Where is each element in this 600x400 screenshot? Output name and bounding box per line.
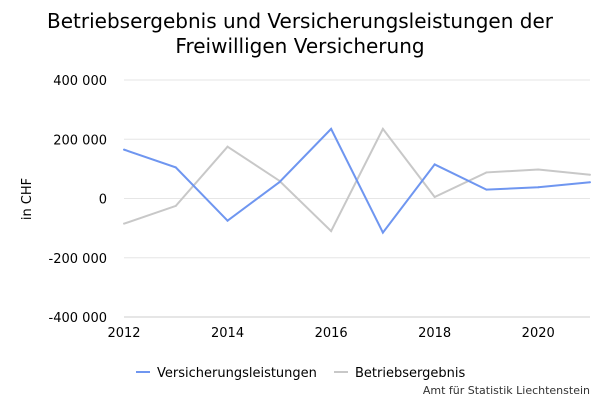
source-note: Amt für Statistik Liechtenstein (423, 384, 590, 397)
x-tick-label: 2014 (211, 326, 244, 341)
x-tick-labels: 2012 2014 2016 2018 2020 (107, 326, 554, 341)
data-point (330, 230, 333, 233)
data-point (174, 204, 177, 207)
data-point (537, 168, 540, 171)
legend: Versicherungsleistungen Betriebsergebnis (136, 366, 465, 381)
data-point (433, 196, 436, 199)
data-point (174, 166, 177, 169)
data-point (278, 181, 281, 184)
x-tick-label: 2020 (522, 326, 555, 341)
x-tick-label: 2016 (315, 326, 348, 341)
legend-label-1: Betriebsergebnis (355, 366, 465, 381)
data-point (330, 127, 333, 130)
data-point (381, 127, 384, 130)
chart-title-line-2: Freiwilligen Versicherung (175, 34, 424, 58)
data-point (589, 173, 591, 176)
y-tick-label: -200 000 (49, 252, 107, 267)
gridlines (124, 79, 590, 318)
y-tick-label: 0 (99, 193, 107, 208)
data-point (537, 186, 540, 189)
data-point (123, 148, 125, 151)
x-tick-label: 2018 (418, 326, 451, 341)
data-point (226, 145, 229, 148)
y-tick-label: 400 000 (53, 74, 107, 89)
data-point (226, 219, 229, 222)
y-tick-label: 200 000 (53, 133, 107, 148)
data-point (123, 222, 125, 225)
data-point (433, 163, 436, 166)
data-point (485, 188, 488, 191)
y-tick-label: -400 000 (49, 311, 107, 326)
x-tick-label: 2012 (107, 326, 140, 341)
y-axis-label: in CHF (20, 178, 35, 220)
data-point (485, 171, 488, 174)
data-point (381, 231, 384, 234)
y-tick-labels: 400 000 200 000 0 -200 000 -400 000 (49, 74, 107, 326)
series-line-0 (123, 127, 591, 235)
series-lines (123, 127, 591, 235)
legend-label-0: Versicherungsleistungen (157, 366, 317, 381)
data-point (589, 181, 591, 184)
chart-title-line-1: Betriebsergebnis und Versicherungsleistu… (47, 9, 554, 33)
